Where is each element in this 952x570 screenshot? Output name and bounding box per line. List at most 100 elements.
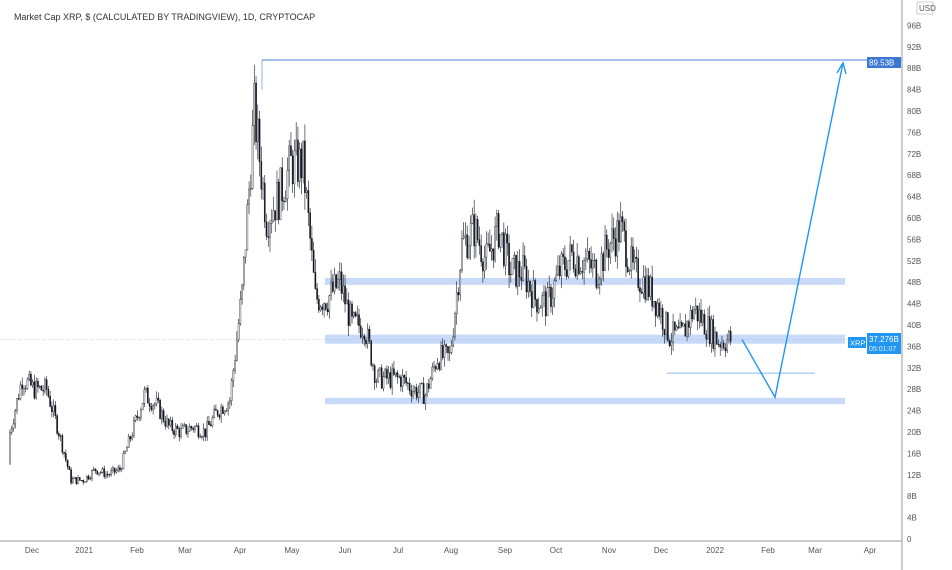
candle-body [171, 420, 174, 431]
candle-body [72, 478, 74, 484]
x-tick-label: May [284, 546, 299, 555]
candle-body [490, 248, 493, 252]
candle-body [52, 405, 55, 412]
candle-body [155, 397, 158, 405]
candle-body [293, 150, 296, 185]
candle-body [359, 325, 362, 338]
candle-body [347, 299, 350, 326]
y-tick-label: 20B [907, 428, 921, 437]
candle-body [58, 433, 60, 437]
candle-body [227, 402, 229, 411]
candle-body [169, 420, 172, 426]
candle-body [108, 474, 111, 476]
candle-body [209, 424, 212, 427]
x-tick-label: Apr [234, 546, 247, 555]
candle-body [38, 385, 41, 388]
y-tick-label: 8B [907, 492, 917, 501]
candle-body [689, 309, 692, 328]
candle-body [312, 250, 315, 273]
candle-body [133, 420, 135, 437]
candle-body [272, 210, 275, 222]
candle-body [585, 258, 587, 261]
candle-body [551, 297, 554, 307]
arrow-head-icon [836, 61, 847, 75]
candle-body [654, 301, 657, 317]
candle-body [122, 453, 125, 470]
candle-body [286, 170, 289, 200]
candle-body [148, 402, 151, 407]
candle-body [33, 381, 36, 399]
candle-body [550, 286, 552, 307]
candle-body [382, 376, 385, 389]
candle-body [330, 281, 332, 296]
candle-body [581, 271, 584, 273]
candle-body [604, 234, 606, 271]
candle-body [714, 331, 716, 349]
candle-body [91, 470, 93, 479]
y-tick-label: 64B [907, 193, 921, 202]
candle-body [434, 366, 437, 370]
candle-body [162, 410, 165, 422]
candle-body [283, 200, 285, 203]
candle-body [612, 228, 615, 239]
x-tick-label: Feb [761, 546, 775, 555]
currency-button[interactable] [916, 1, 934, 15]
candle-body [419, 383, 421, 393]
candle-body [49, 396, 51, 407]
candle-body [349, 303, 352, 326]
x-tick-label: Feb [130, 546, 144, 555]
candle-body [298, 148, 301, 182]
candle-body [37, 380, 39, 388]
candle-body [462, 236, 465, 239]
candle-body [9, 431, 11, 465]
candle-body [401, 375, 404, 387]
candle-body [523, 255, 526, 267]
candle-body [373, 365, 376, 383]
candle-body [647, 275, 650, 297]
candle-body [414, 387, 416, 392]
candle-body [145, 387, 147, 390]
candle-body [578, 256, 580, 275]
candle-body [602, 253, 605, 271]
candle-body [113, 467, 116, 473]
candle-body [98, 472, 100, 475]
support-resistance-zone [325, 334, 845, 344]
candle-body [325, 303, 327, 310]
candle-body [195, 425, 198, 427]
candle-body [351, 303, 353, 317]
candle-body [571, 244, 573, 253]
candle-body [387, 372, 390, 379]
candle-body [464, 234, 467, 237]
candle-body [391, 368, 393, 388]
candle-body [12, 423, 15, 429]
candle-body [616, 220, 619, 257]
y-tick-label: 96B [907, 21, 921, 30]
candle-body [178, 428, 181, 437]
candle-body [726, 339, 728, 352]
candle-body [10, 428, 13, 433]
candle-body [640, 291, 643, 294]
candle-body [394, 372, 397, 375]
candle-body [110, 470, 113, 476]
candle-body [260, 161, 263, 190]
candle-body [241, 284, 243, 300]
candle-body [363, 335, 366, 341]
candle-body [605, 234, 608, 250]
candle-body [597, 284, 599, 288]
candle-body [96, 470, 99, 475]
candle-body [473, 214, 475, 247]
candle-body [537, 308, 540, 313]
candle-body [17, 398, 20, 400]
candle-body [129, 436, 132, 440]
candle-body [323, 303, 325, 310]
candle-body [703, 314, 706, 335]
candle-body [354, 312, 357, 317]
candle-body [644, 276, 646, 300]
candle-body [646, 275, 648, 300]
candle-body [398, 376, 400, 378]
candle-body [258, 118, 261, 162]
candle-body [548, 286, 551, 288]
candle-body [501, 232, 503, 235]
candle-body [632, 246, 634, 263]
